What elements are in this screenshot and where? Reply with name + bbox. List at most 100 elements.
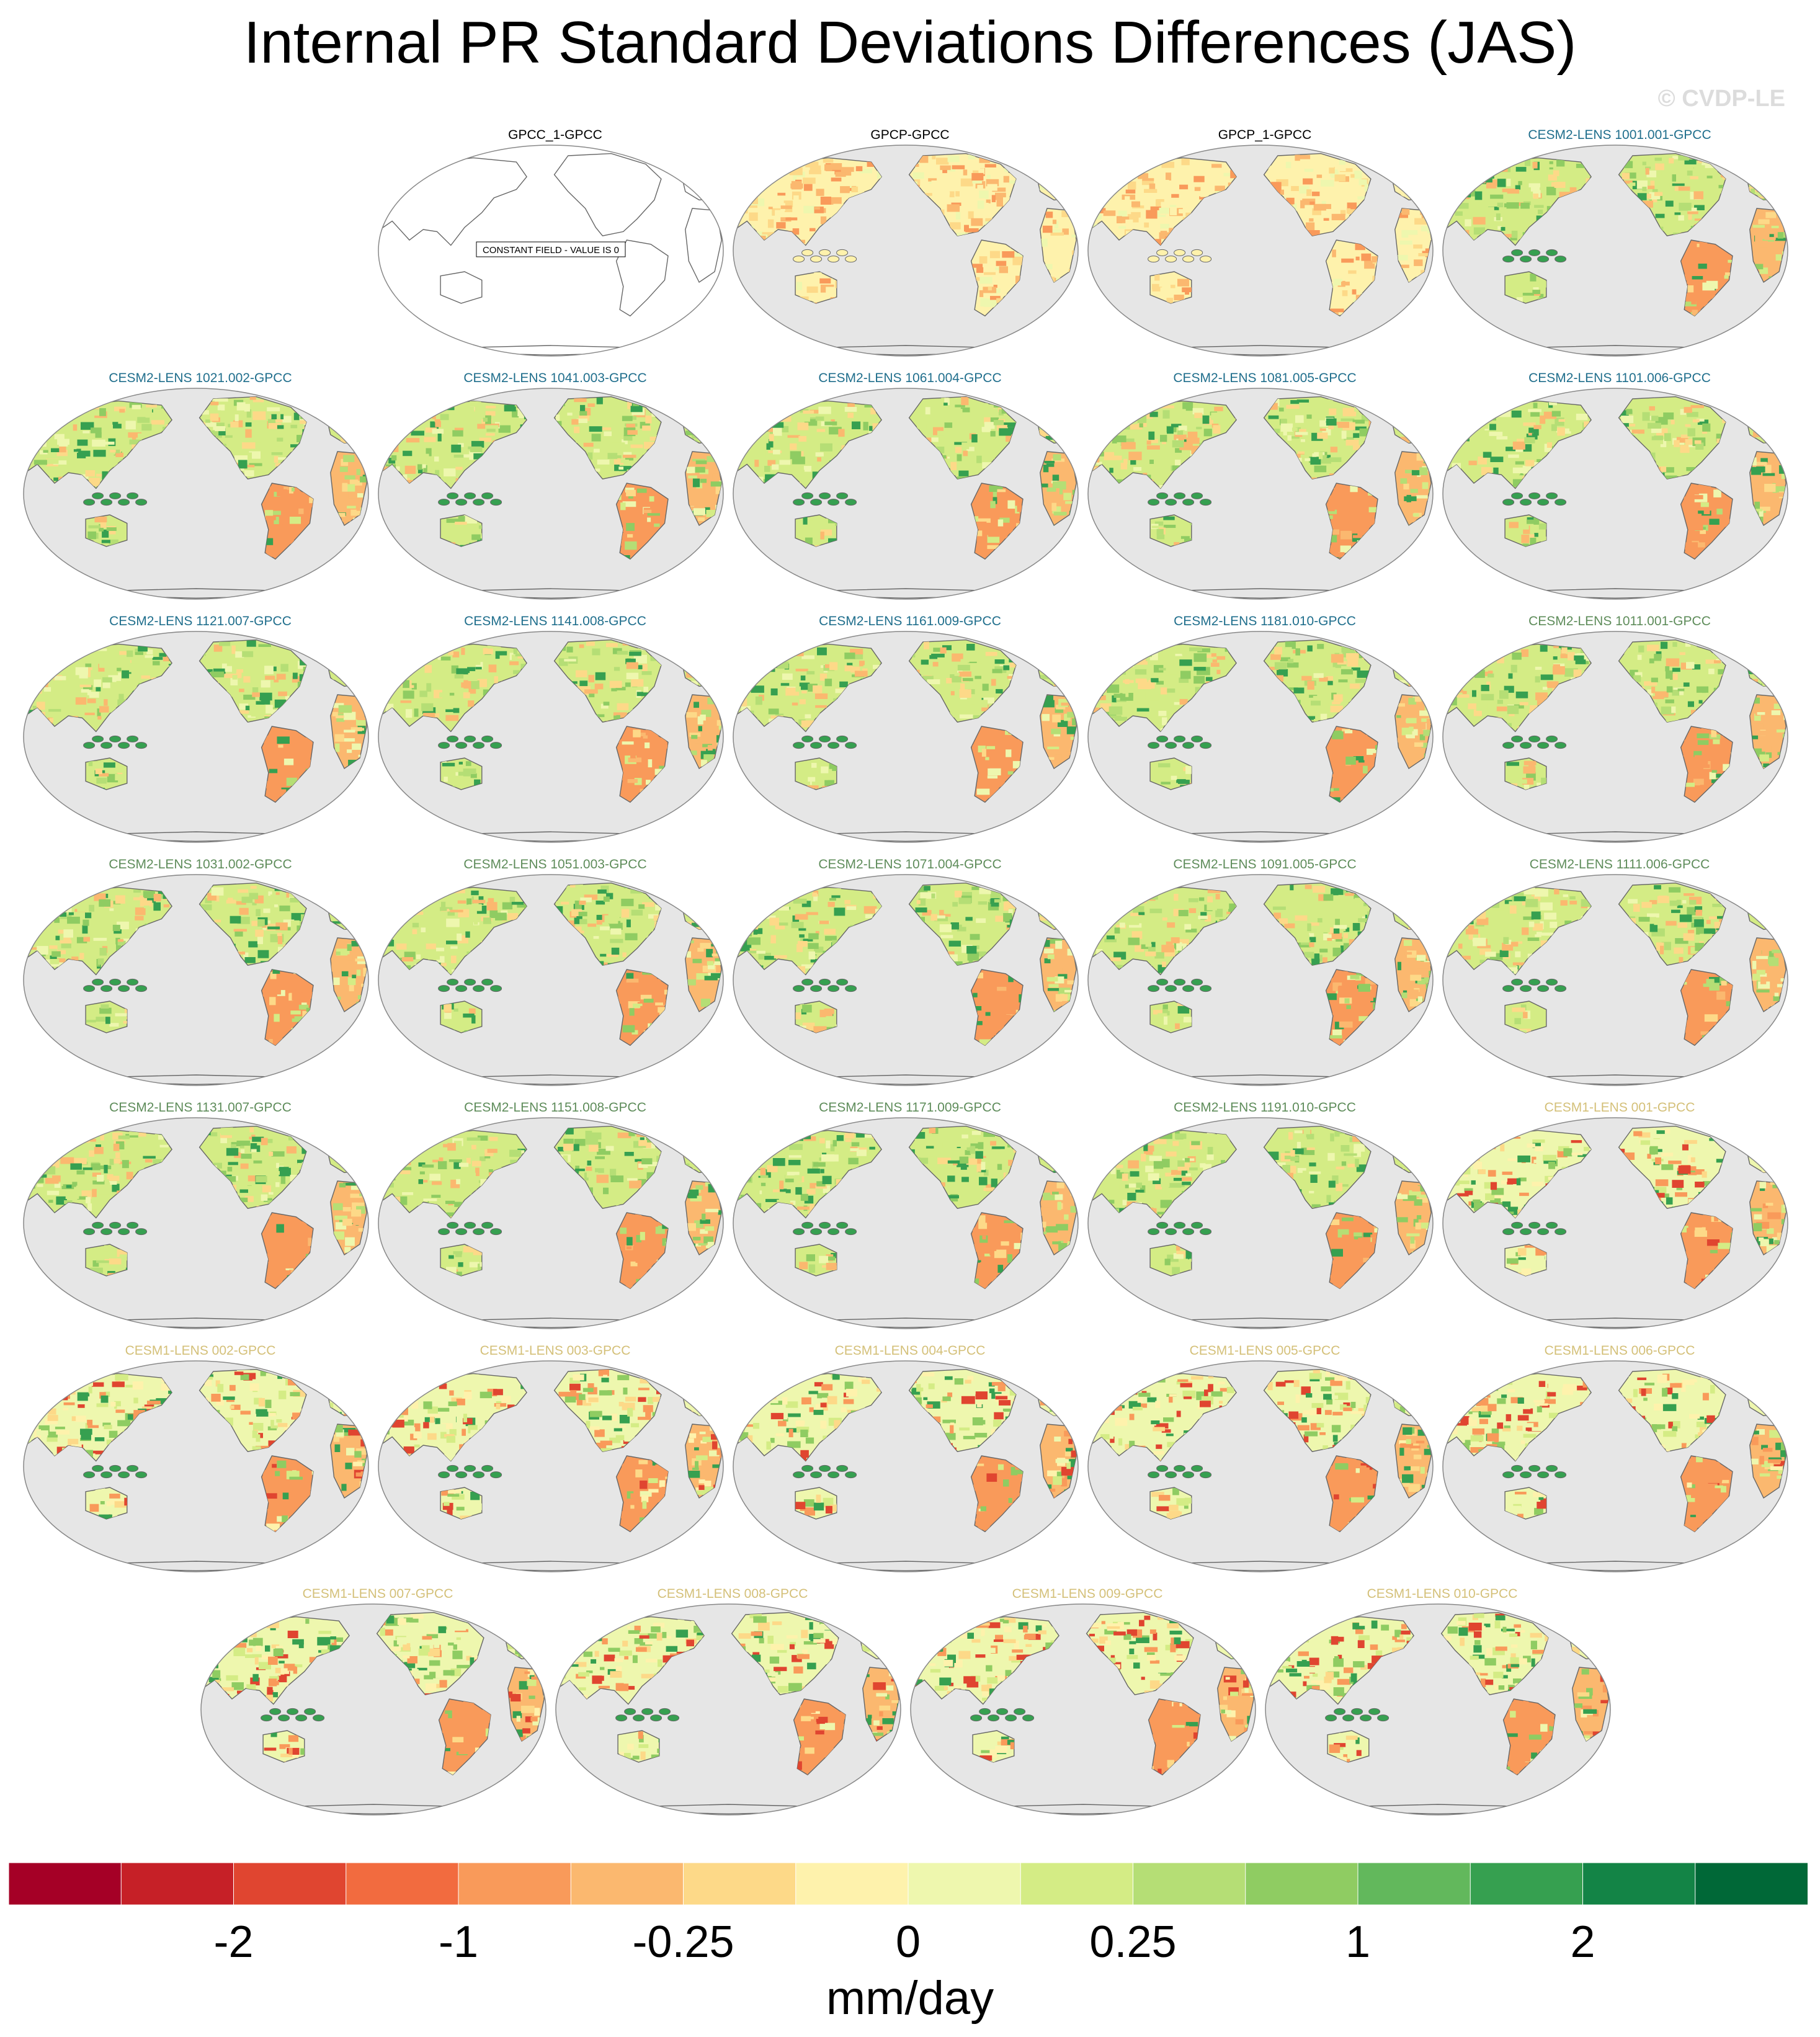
map-border <box>200 1603 546 1816</box>
map-border <box>378 874 724 1086</box>
map-border <box>733 874 1079 1086</box>
world-map <box>733 1117 1079 1329</box>
map-border <box>733 145 1079 357</box>
colorbar-tick-label: -1 <box>438 1917 479 1967</box>
samerica-landmass <box>1325 483 1378 560</box>
colorbar-swatch <box>795 1862 909 1906</box>
panel-title: CESM2-LENS 1181.010-GPCC <box>1174 614 1356 628</box>
namerica-landmass <box>553 153 662 236</box>
panel-title: GPCP_1-GPCC <box>1218 128 1312 142</box>
greenland-landmass <box>298 1123 324 1142</box>
map-panel: CESM1-LENS 001-GPCC <box>1442 1100 1798 1336</box>
panel-title: CESM2-LENS 1191.010-GPCC <box>1174 1100 1356 1115</box>
greenland-landmass <box>1008 394 1034 412</box>
map-panel: CESM1-LENS 009-GPCC <box>909 1587 1265 1822</box>
panel-title: CESM1-LENS 004-GPCC <box>834 1344 986 1358</box>
colorbar-swatch <box>570 1862 684 1906</box>
map-border <box>378 1360 724 1572</box>
greenland-landmass <box>1363 1366 1389 1385</box>
panel-title: CESM2-LENS 1121.007-GPCC <box>109 614 292 628</box>
greenland-landmass <box>1363 151 1389 169</box>
map-panel: CESM2-LENS 1011.001-GPCC <box>1442 614 1798 850</box>
samerica-landmass <box>970 969 1024 1046</box>
panel-title: GPCP-GPCC <box>870 128 950 142</box>
australia-landmass <box>1504 757 1547 790</box>
greenland-landmass <box>298 880 324 899</box>
greenland-landmass <box>1718 151 1744 169</box>
map-panel: CESM1-LENS 003-GPCC <box>377 1344 733 1579</box>
map-border <box>1087 1117 1434 1329</box>
world-map <box>23 874 369 1086</box>
map-border <box>1442 874 1788 1086</box>
colorbar-tick-label: 1 <box>1345 1917 1371 1967</box>
greenland-landmass <box>298 637 324 656</box>
australia-landmass <box>440 271 483 304</box>
map-panel: CESM2-LENS 1181.010-GPCC <box>1087 614 1443 850</box>
panel-title: CESM2-LENS 1141.008-GPCC <box>464 614 646 628</box>
namerica-landmass <box>199 1125 307 1209</box>
panel-title: CESM2-LENS 1151.008-GPCC <box>464 1100 646 1115</box>
greenland-landmass <box>1718 1366 1744 1385</box>
world-map <box>23 1360 369 1572</box>
map-border <box>1087 874 1434 1086</box>
greenland-landmass <box>1718 880 1744 899</box>
panel-title: CESM2-LENS 1021.002-GPCC <box>109 371 292 385</box>
greenland-landmass <box>653 637 679 656</box>
colorbar-swatches <box>8 1862 1808 1906</box>
panel-title: CESM2-LENS 1101.006-GPCC <box>1528 371 1711 385</box>
greenland-landmass <box>1718 637 1744 656</box>
map-panel: CESM2-LENS 1161.009-GPCC <box>732 614 1088 850</box>
map-panel: CESM2-LENS 1061.004-GPCC <box>732 371 1088 607</box>
namerica-landmass <box>908 153 1017 236</box>
map-panel: CESM2-LENS 1081.005-GPCC <box>1087 371 1443 607</box>
greenland-landmass <box>476 1610 502 1628</box>
map-border <box>1265 1603 1611 1816</box>
colorbar-swatch <box>1133 1862 1246 1906</box>
greenland-landmass <box>298 394 324 412</box>
colorbar-swatch <box>1470 1862 1584 1906</box>
figure-title: Internal PR Standard Deviations Differen… <box>243 9 1577 76</box>
world-map <box>1442 145 1788 357</box>
greenland-landmass <box>1008 1123 1034 1142</box>
map-panel: GPCP-GPCC <box>732 128 1088 363</box>
samerica-landmass <box>1680 1455 1733 1533</box>
map-border <box>1442 631 1788 843</box>
world-map <box>555 1603 901 1816</box>
map-border <box>23 631 369 843</box>
panel-title: CESM2-LENS 1171.009-GPCC <box>819 1100 1001 1115</box>
panel-title: CESM2-LENS 1071.004-GPCC <box>818 857 1002 871</box>
colorbar-swatch <box>8 1862 122 1906</box>
panel-title: CESM2-LENS 1081.005-GPCC <box>1173 371 1357 385</box>
map-border <box>733 1117 1079 1329</box>
panel-title: CESM2-LENS 1061.004-GPCC <box>818 371 1002 385</box>
map-border <box>1087 1360 1434 1572</box>
world-map <box>1442 388 1788 600</box>
greenland-landmass <box>1185 1610 1211 1628</box>
panel-title: CESM2-LENS 1051.003-GPCC <box>463 857 647 871</box>
greenland-landmass <box>1363 394 1389 412</box>
map-panel: CESM2-LENS 1101.006-GPCC <box>1442 371 1798 607</box>
panel-title: CESM2-LENS 1161.009-GPCC <box>819 614 1001 628</box>
colorbar-swatch <box>1695 1862 1808 1906</box>
world-map <box>378 631 724 843</box>
map-border <box>1442 1117 1788 1329</box>
panel-title: CESM1-LENS 007-GPCC <box>302 1587 453 1601</box>
colorbar-swatch <box>908 1862 1022 1906</box>
map-panel: CESM2-LENS 1071.004-GPCC <box>732 857 1088 1093</box>
greenland-landmass <box>1363 880 1389 899</box>
greenland-landmass <box>831 1610 857 1628</box>
map-border <box>378 631 724 843</box>
greenland-landmass <box>1540 1610 1566 1628</box>
map-border <box>1442 388 1788 600</box>
map-panel: CESM1-LENS 005-GPCC <box>1087 1344 1443 1579</box>
map-panel: CESM2-LENS 1121.007-GPCC <box>22 614 378 850</box>
world-map <box>733 1360 1079 1572</box>
greenland-landmass <box>298 1366 324 1385</box>
world-map <box>1087 1117 1434 1329</box>
panel-title: CESM1-LENS 005-GPCC <box>1189 1344 1340 1358</box>
greenland-landmass <box>1008 151 1034 169</box>
map-panel: GPCP_1-GPCC <box>1087 128 1443 363</box>
world-map <box>200 1603 546 1816</box>
world-map <box>733 388 1079 600</box>
world-map <box>378 1117 724 1329</box>
